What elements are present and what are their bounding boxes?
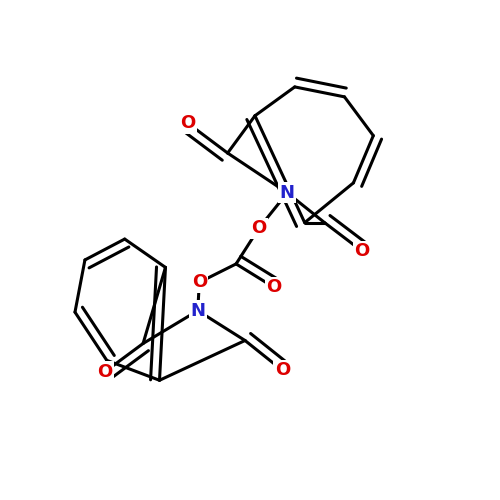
Text: O: O [180,114,196,132]
Text: O: O [252,219,266,237]
Text: O: O [97,363,112,381]
Text: N: N [280,184,295,202]
Text: O: O [354,242,370,260]
Text: O: O [274,362,290,380]
Text: O: O [266,278,281,296]
Text: N: N [190,302,206,320]
Text: O: O [192,274,207,291]
